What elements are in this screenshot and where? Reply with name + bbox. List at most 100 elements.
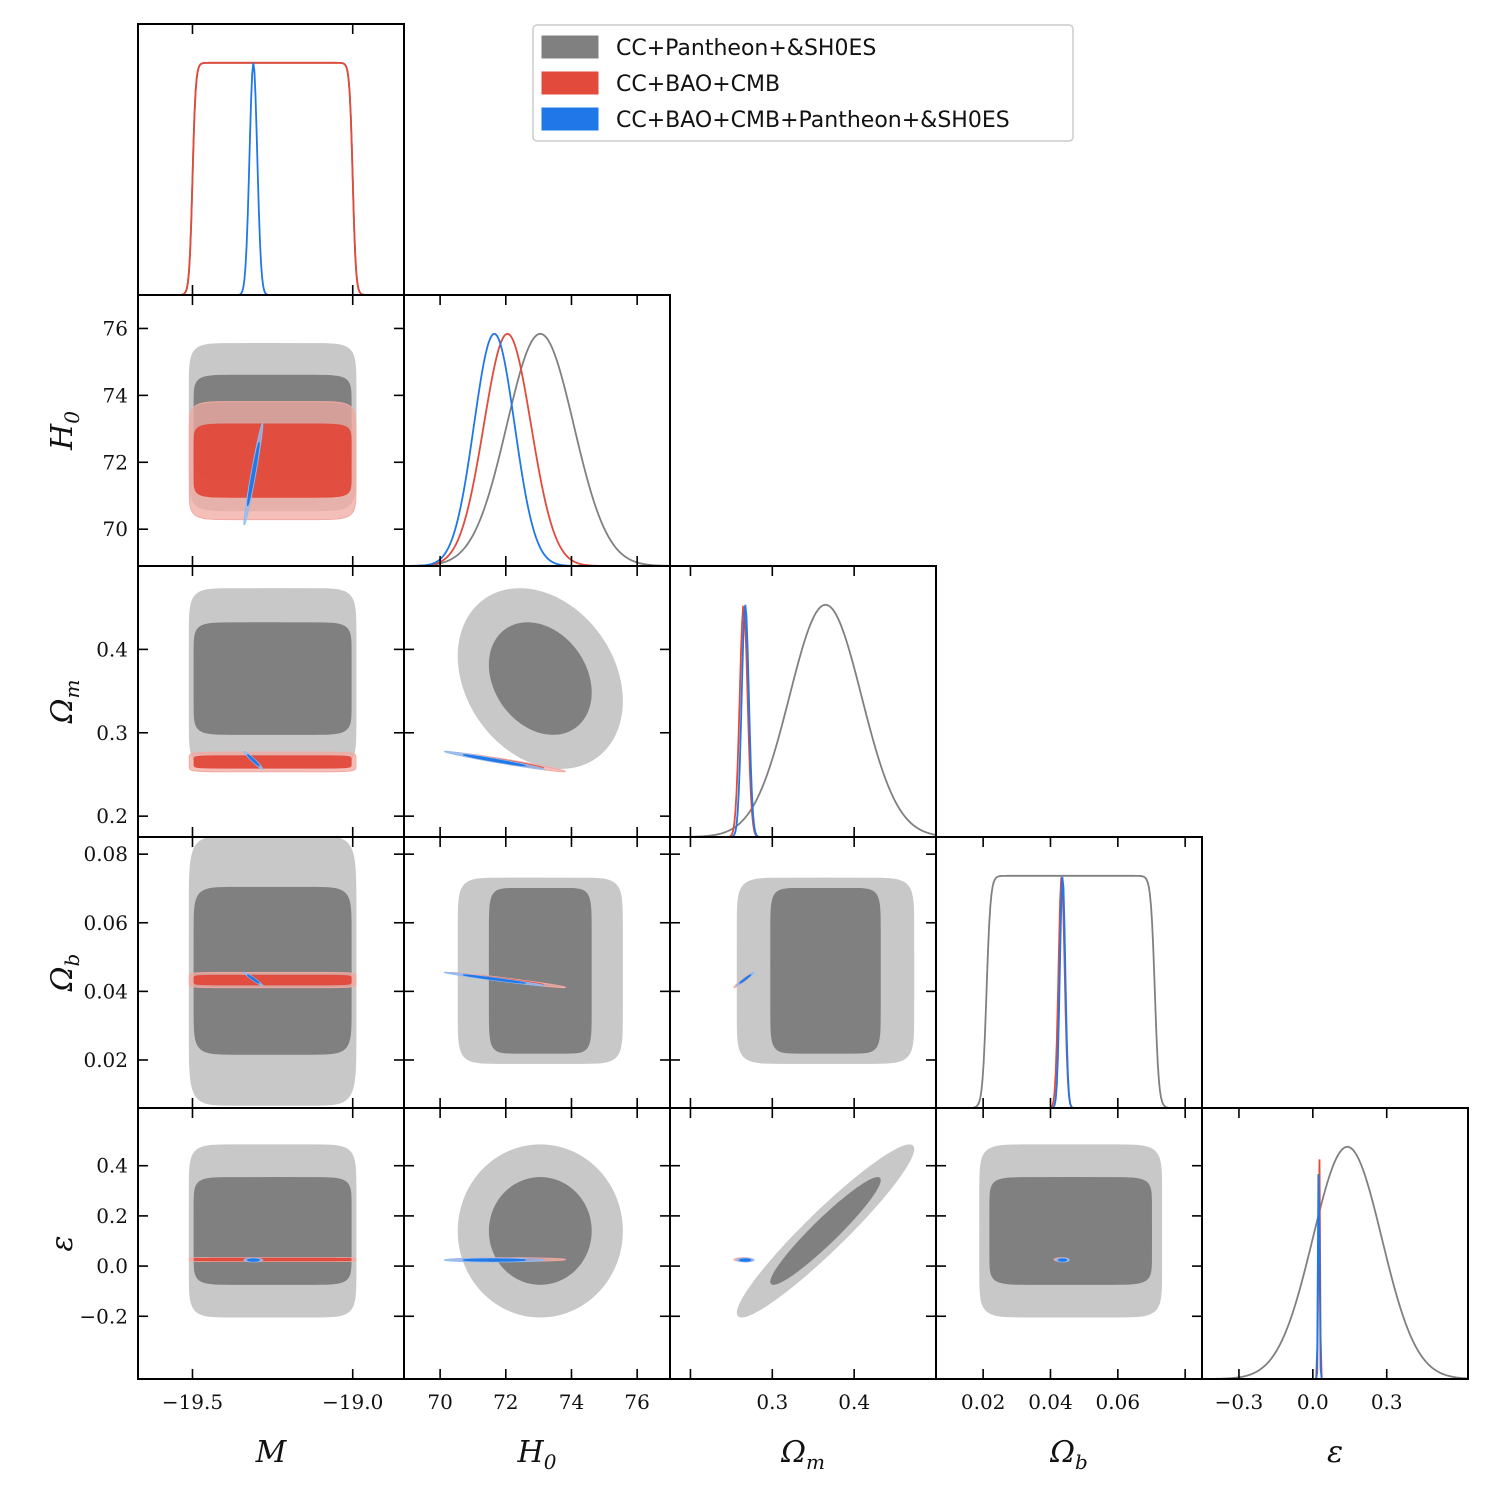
- y-tick-label: 0.0: [96, 1254, 128, 1278]
- legend-swatch: [541, 71, 599, 95]
- panel-Om-vs-Om: [669, 565, 937, 838]
- legend-swatch: [541, 107, 599, 131]
- panel-Ob-vs-Om: [669, 836, 937, 1109]
- contour-M-H0-series-1-1sigma: [193, 423, 352, 498]
- marginal-M-series-0: [138, 61, 404, 295]
- panel-eps-vs-Ob: 0.02 0.04 0.06 Ωb: [935, 1107, 1203, 1474]
- y-tick-label: 76: [103, 316, 128, 340]
- x-tick-label: −19.0: [322, 1390, 383, 1414]
- contour-H0-Ob-series-0-1sigma: [488, 887, 592, 1054]
- marginal-M-series-1: [138, 61, 404, 295]
- marginal-Ob-series-0: [936, 874, 1202, 1108]
- contour-M-Om-series-0-1sigma: [193, 622, 352, 735]
- x-tick-label: 0.02: [961, 1390, 1006, 1414]
- panel-M-vs-M: [137, 23, 405, 296]
- marginal-eps-series-2: [1202, 1174, 1468, 1379]
- y-tick-label: 0.02: [83, 1048, 128, 1072]
- legend-label: CC+BAO+CMB+Pantheon+&SH0ES: [616, 108, 1010, 133]
- legend-label: CC+BAO+CMB: [616, 72, 780, 97]
- panel-Om-vs-M: 0.2 0.3 0.4 Ωm: [45, 565, 405, 838]
- x-tick-label: 0.3: [756, 1390, 788, 1414]
- contour-Ob-eps-series-2-1sigma: [1058, 1258, 1068, 1262]
- contour-M-eps-series-2-1sigma: [247, 1258, 260, 1262]
- contour-Om-eps-series-2-1sigma: [739, 1258, 752, 1262]
- contour-M-Om-series-1-1sigma: [193, 755, 352, 769]
- contour-Om-Ob-series-2-1sigma: [739, 974, 752, 984]
- contour-M-Om-series-2-1sigma: [247, 754, 260, 767]
- x-axis-label-Om: Ωm: [780, 1435, 825, 1474]
- panel-eps-vs-M: −0.2 0.0 0.2 0.4 ε −19.5 −19.0 M: [45, 1107, 405, 1470]
- y-axis-label-Om: Ωm: [45, 680, 84, 725]
- panel-Ob-vs-M: 0.02 0.04 0.06 0.08 Ωb: [45, 836, 405, 1109]
- panel-frame: [137, 23, 405, 296]
- contour-M-Ob-series-0-1sigma: [193, 886, 352, 1055]
- marginal-eps-series-1: [1202, 1159, 1468, 1379]
- panel-H0-vs-M: 70 72 74 76 H0: [45, 294, 405, 567]
- panel-eps-vs-eps: −0.3 0.0 0.3 ε: [1201, 1107, 1469, 1470]
- x-axis-label-eps: ε: [1327, 1435, 1343, 1470]
- x-tick-label: 0.4: [838, 1390, 870, 1414]
- legend: CC+Pantheon+&SH0ES CC+BAO+CMB CC+BAO+CMB+P…: [532, 24, 1074, 142]
- marginal-Ob-series-2: [936, 876, 1202, 1108]
- contour-H0-Om-series-2-1sigma: [462, 754, 526, 767]
- panel-H0-vs-H0: [403, 294, 671, 567]
- marginal-M-series-2: [138, 62, 404, 295]
- contour-M-eps-series-1-1sigma: [193, 1257, 352, 1262]
- panel-Ob-vs-H0: [403, 836, 671, 1109]
- contour-M-H0-series-2-1sigma: [247, 441, 260, 507]
- y-tick-label: 0.08: [83, 842, 128, 866]
- y-tick-label: 0.2: [96, 1204, 128, 1228]
- y-tick-label: 0.2: [96, 804, 128, 828]
- contour-H0-eps-series-0-1sigma: [488, 1177, 592, 1285]
- legend-swatch: [541, 35, 599, 59]
- x-tick-label: 70: [427, 1390, 452, 1414]
- y-tick-label: 72: [103, 450, 128, 474]
- y-tick-label: 0.4: [96, 637, 128, 661]
- y-tick-label: 0.06: [83, 911, 128, 935]
- x-tick-label: 74: [559, 1390, 584, 1414]
- x-tick-label: 72: [493, 1390, 518, 1414]
- x-tick-label: −19.5: [162, 1390, 223, 1414]
- contour-H0-Ob-series-2-1sigma: [462, 974, 526, 984]
- panel-eps-vs-H0: 70 72 74 76 H0: [403, 1107, 671, 1474]
- x-tick-label: 0.3: [1371, 1390, 1403, 1414]
- contour-M-eps-series-0-1sigma: [193, 1177, 352, 1285]
- y-axis-label-Ob: Ωb: [45, 954, 84, 993]
- contour-Ob-eps-series-0-1sigma: [989, 1177, 1152, 1285]
- x-axis-label-Ob: Ωb: [1049, 1435, 1088, 1474]
- contour-Om-eps-series-0-1sigma: [770, 1177, 881, 1285]
- panel-frame: [935, 836, 1203, 1109]
- y-tick-label: −0.2: [79, 1304, 128, 1328]
- marginal-H0-series-2: [404, 332, 670, 566]
- contour-Om-Ob-series-0-1sigma: [770, 887, 881, 1054]
- y-tick-label: 0.3: [96, 721, 128, 745]
- marginal-Om-series-0: [670, 603, 936, 837]
- panel-Ob-vs-Ob: [935, 836, 1203, 1109]
- x-tick-label: 76: [624, 1390, 649, 1414]
- y-tick-label: 0.4: [96, 1154, 128, 1178]
- contour-M-Ob-series-1-1sigma: [193, 974, 352, 986]
- contour-M-Ob-series-2-1sigma: [247, 974, 260, 984]
- panel-frame: [1201, 1107, 1469, 1380]
- x-axis-label-H0: H0: [517, 1435, 557, 1474]
- marginal-H0-series-0: [404, 332, 670, 566]
- marginal-eps-series-0: [1202, 1145, 1468, 1379]
- x-tick-label: 0.06: [1096, 1390, 1141, 1414]
- x-tick-label: 0.0: [1297, 1390, 1329, 1414]
- panel-frame: [669, 565, 937, 838]
- y-tick-label: 74: [103, 383, 128, 407]
- panel-Om-vs-H0: [403, 565, 671, 838]
- marginal-Ob-series-1: [936, 877, 1202, 1108]
- legend-box: [532, 24, 1074, 142]
- contour-H0-eps-series-2-1sigma: [462, 1258, 526, 1262]
- x-tick-label: −0.3: [1215, 1390, 1264, 1414]
- contour-H0-Om-series-0-1sigma: [488, 622, 592, 735]
- marginal-H0-series-1: [404, 332, 670, 566]
- legend-label: CC+Pantheon+&SH0ES: [616, 36, 876, 61]
- y-tick-label: 0.04: [83, 979, 128, 1003]
- panel-eps-vs-Om: 0.3 0.4 Ωm: [669, 1107, 937, 1474]
- y-axis-label-H0: H0: [45, 411, 84, 451]
- x-axis-label-M: M: [255, 1435, 288, 1470]
- x-tick-label: 0.04: [1028, 1390, 1073, 1414]
